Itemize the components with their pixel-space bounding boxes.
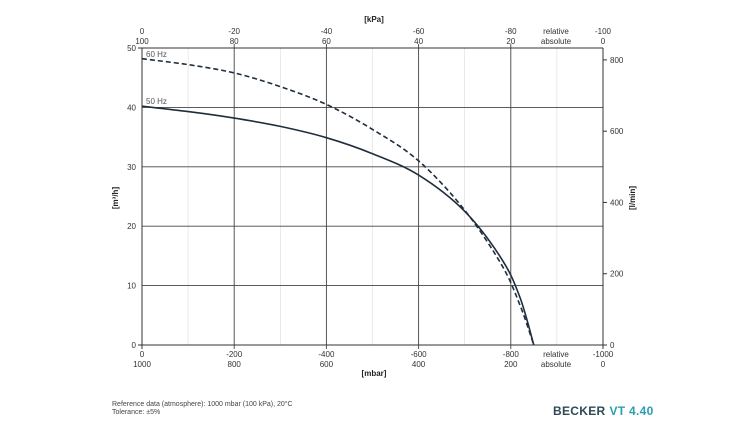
brand-logo: BECKER VT 4.40 bbox=[553, 404, 654, 418]
x-tick-label-relative: -400 bbox=[318, 350, 335, 359]
x-tick-label-absolute: 600 bbox=[320, 360, 334, 369]
x-tick-label-absolute: 400 bbox=[412, 360, 426, 369]
x-axis-top-label: [kPa] bbox=[364, 15, 384, 24]
minor-grid bbox=[187, 48, 558, 345]
y-tick-label: 20 bbox=[127, 222, 136, 231]
y-tick-label: 50 bbox=[127, 44, 136, 53]
x-top-tick-label-relative: -40 bbox=[321, 27, 333, 36]
x-top-tick-label-absolute: 20 bbox=[506, 37, 515, 46]
y-right-tick-label: 800 bbox=[610, 56, 624, 65]
series-label-50hz: 50 Hz bbox=[146, 97, 167, 106]
x-top-tick-label-absolute: 60 bbox=[322, 37, 331, 46]
x-top-tick-label-relative: -100 bbox=[595, 27, 612, 36]
y-tick-label: 10 bbox=[127, 282, 136, 291]
brand-name: BECKER bbox=[553, 404, 606, 418]
y-right-tick-label: 0 bbox=[610, 341, 615, 350]
series-line-50-hz bbox=[141, 105, 535, 346]
y-tick-label: 30 bbox=[127, 163, 136, 172]
y-axis-left-label: [m³/h] bbox=[111, 187, 120, 210]
x-top-tick-label-relative: -80 bbox=[505, 27, 517, 36]
x-top-tick-label-absolute: 100 bbox=[135, 37, 149, 46]
x-tick-label-relative: -800 bbox=[503, 350, 520, 359]
x-top-tick-label-relative: 0 bbox=[140, 27, 145, 36]
footnote-reference: Reference data (atmosphere): 1000 mbar (… bbox=[112, 401, 293, 408]
y-right-tick-label: 600 bbox=[610, 127, 624, 136]
x-axis-top-end-label-absolute: absolute bbox=[541, 37, 572, 46]
x-top-tick-label-absolute: 80 bbox=[230, 37, 239, 46]
x-axis-bottom-end-label-absolute: absolute bbox=[541, 360, 572, 369]
x-axis-top-end-label-relative: relative bbox=[543, 27, 569, 36]
y-right-tick-label: 200 bbox=[610, 270, 624, 279]
x-tick-label-relative: -600 bbox=[411, 350, 428, 359]
brand-model: VT 4.40 bbox=[609, 404, 654, 418]
y-axis-right-label: [l/min] bbox=[628, 186, 637, 210]
x-tick-label-absolute: 1000 bbox=[133, 360, 151, 369]
series-layer bbox=[141, 57, 535, 346]
tick-labels: 01000-200800-400600-600400-800200-100000… bbox=[127, 27, 624, 369]
x-tick-label-absolute: 800 bbox=[228, 360, 242, 369]
x-top-tick-label-absolute: 0 bbox=[601, 37, 606, 46]
x-tick-label-absolute: 200 bbox=[504, 360, 518, 369]
x-tick-label-relative: -1000 bbox=[593, 350, 614, 359]
major-grid bbox=[138, 44, 604, 349]
series-label-60hz: 60 Hz bbox=[146, 50, 167, 59]
x-top-tick-label-relative: -20 bbox=[228, 27, 240, 36]
series-line-60-hz bbox=[141, 57, 535, 346]
x-axis-bottom-end-label-relative: relative bbox=[543, 350, 569, 359]
x-axis-bottom-label: [mbar] bbox=[362, 369, 387, 378]
x-tick-label-relative: 0 bbox=[140, 350, 145, 359]
x-top-tick-label-relative: -60 bbox=[413, 27, 425, 36]
y-tick-label: 40 bbox=[127, 103, 136, 112]
y-right-tick-label: 400 bbox=[610, 198, 624, 207]
x-tick-label-relative: -200 bbox=[226, 350, 243, 359]
x-tick-label-absolute: 0 bbox=[601, 360, 606, 369]
y-tick-label: 0 bbox=[132, 341, 137, 350]
x-top-tick-label-absolute: 40 bbox=[414, 37, 423, 46]
footnote-tolerance: Tolerance: ±5% bbox=[112, 409, 161, 416]
